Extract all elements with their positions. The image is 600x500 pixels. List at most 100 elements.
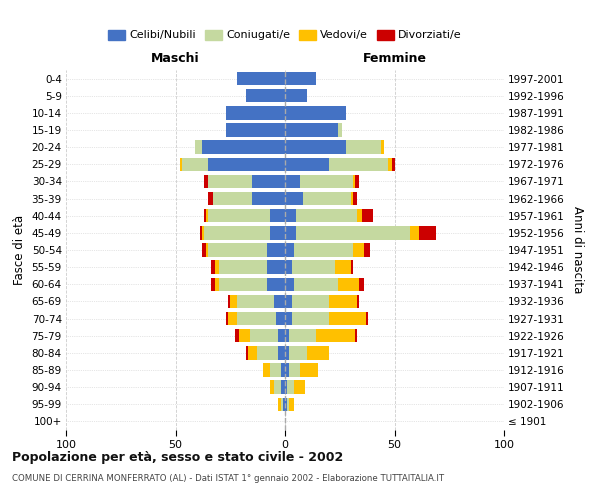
Bar [285,106,346,120]
Bar [287,380,294,394]
Bar [307,346,329,360]
Bar [237,294,274,308]
Bar [215,260,220,274]
Bar [208,192,213,205]
Bar [285,174,301,188]
Bar [285,226,296,239]
Bar [202,140,285,154]
Bar [245,346,248,360]
Text: Femmine: Femmine [362,52,427,65]
Bar [357,209,362,222]
Bar [208,174,252,188]
Bar [250,329,278,342]
Bar [285,244,294,256]
Bar [329,158,388,171]
Bar [353,192,357,205]
Bar [294,244,353,256]
Bar [263,364,269,376]
Bar [195,140,202,154]
Bar [346,140,382,154]
Bar [289,364,301,376]
Bar [285,294,292,308]
Bar [362,209,373,222]
Bar [220,278,268,291]
Bar [278,329,285,342]
Text: COMUNE DI CERRINA MONFERRATO (AL) - Dati ISTAT 1° gennaio 2002 - Elaborazione TU: COMUNE DI CERRINA MONFERRATO (AL) - Dati… [12,474,444,483]
Bar [252,192,285,205]
Bar [419,226,436,239]
Bar [410,226,419,239]
Bar [301,364,318,376]
Bar [285,89,307,102]
Bar [357,294,359,308]
Bar [200,226,202,239]
Bar [248,346,257,360]
Bar [353,174,355,188]
Bar [285,364,289,376]
Bar [338,124,342,136]
Bar [226,312,228,326]
Bar [296,209,357,222]
Bar [204,209,206,222]
Bar [353,244,364,256]
Bar [208,158,285,171]
Bar [274,294,285,308]
Bar [366,312,368,326]
Bar [350,260,353,274]
Bar [316,329,355,342]
Bar [269,226,285,239]
Bar [285,260,292,274]
Bar [268,244,285,256]
Bar [294,380,305,394]
Bar [237,312,276,326]
Bar [285,140,346,154]
Bar [285,158,329,171]
Bar [252,174,285,188]
Bar [204,174,208,188]
Bar [281,364,285,376]
Bar [278,346,285,360]
Bar [302,192,350,205]
Bar [301,174,353,188]
Bar [388,158,392,171]
Bar [220,260,268,274]
Bar [269,364,281,376]
Bar [237,72,285,86]
Bar [281,380,285,394]
Bar [208,244,268,256]
Bar [204,226,269,239]
Bar [278,398,281,411]
Bar [269,380,274,394]
Text: Popolazione per età, sesso e stato civile - 2002: Popolazione per età, sesso e stato civil… [12,451,343,464]
Bar [239,329,250,342]
Bar [245,89,285,102]
Bar [283,398,285,411]
Bar [296,226,410,239]
Bar [329,294,357,308]
Bar [230,294,237,308]
Bar [285,124,338,136]
Bar [285,329,289,342]
Bar [202,226,204,239]
Bar [285,209,296,222]
Bar [285,398,287,411]
Bar [338,278,359,291]
Bar [359,278,364,291]
Bar [226,106,285,120]
Bar [182,158,208,171]
Bar [355,329,357,342]
Bar [292,312,329,326]
Bar [392,158,395,171]
Bar [211,278,215,291]
Bar [285,346,289,360]
Y-axis label: Fasce di età: Fasce di età [13,215,26,285]
Bar [364,244,370,256]
Bar [213,192,252,205]
Bar [206,209,208,222]
Y-axis label: Anni di nascita: Anni di nascita [571,206,584,294]
Bar [294,278,338,291]
Bar [274,380,281,394]
Bar [180,158,182,171]
Bar [292,260,335,274]
Bar [285,72,316,86]
